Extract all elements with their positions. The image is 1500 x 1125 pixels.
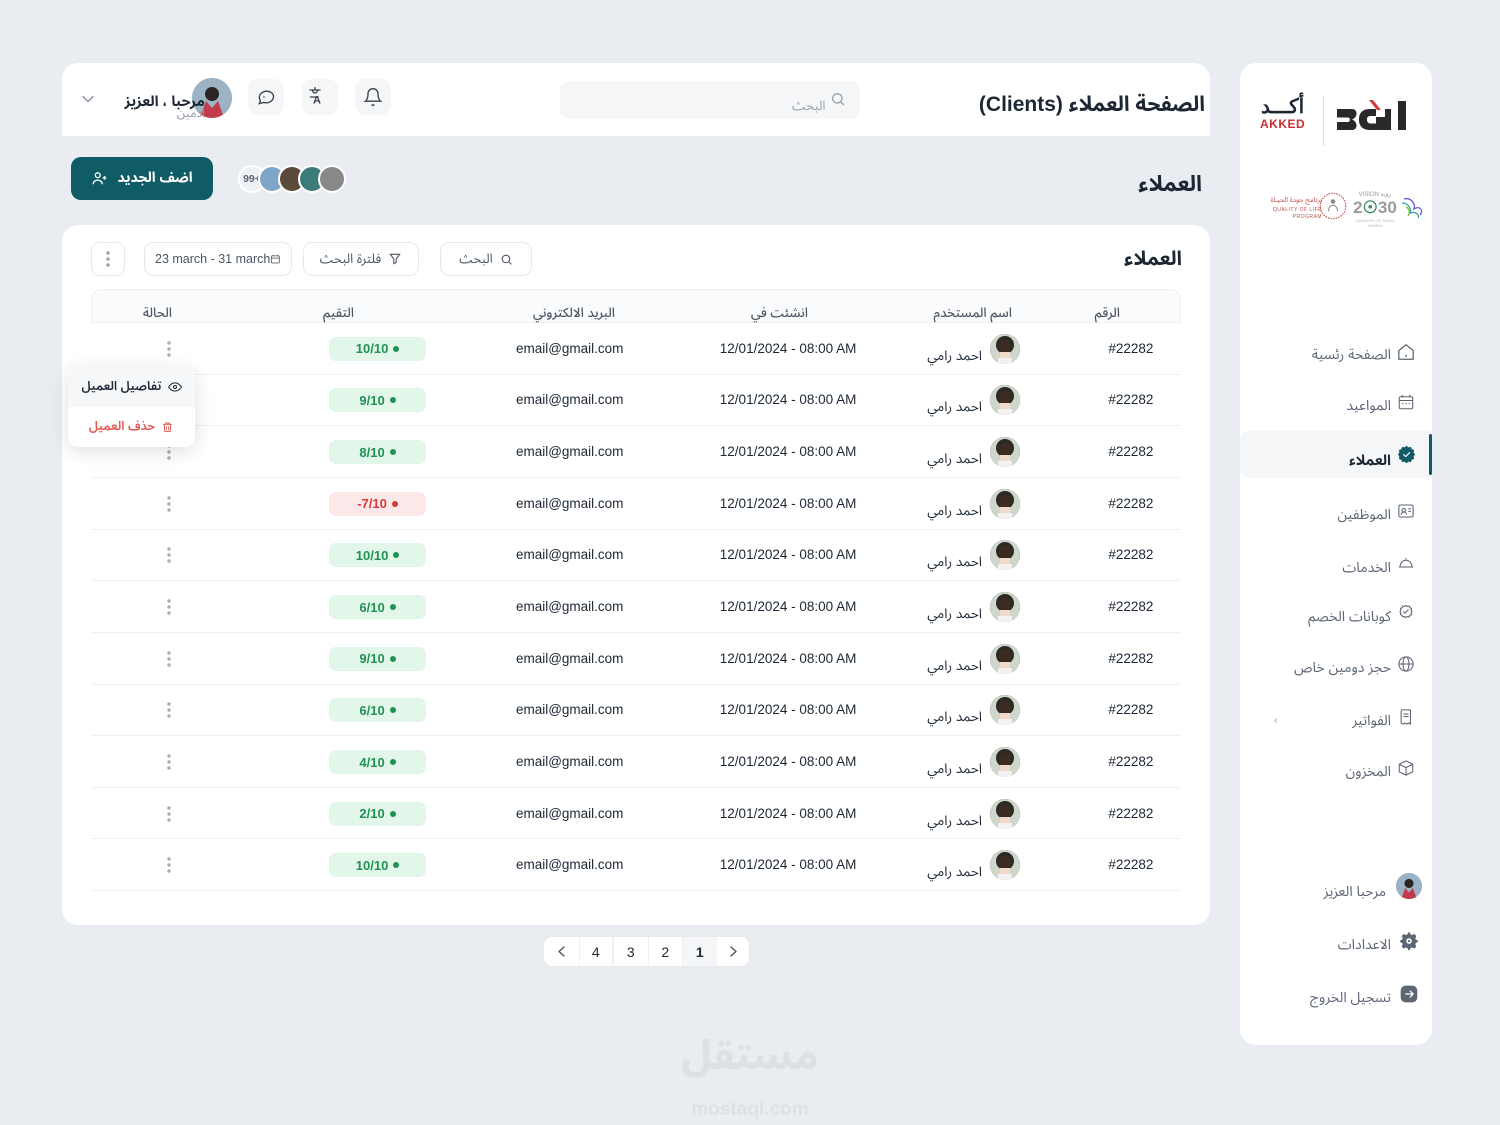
- svg-text:A: A: [313, 95, 321, 107]
